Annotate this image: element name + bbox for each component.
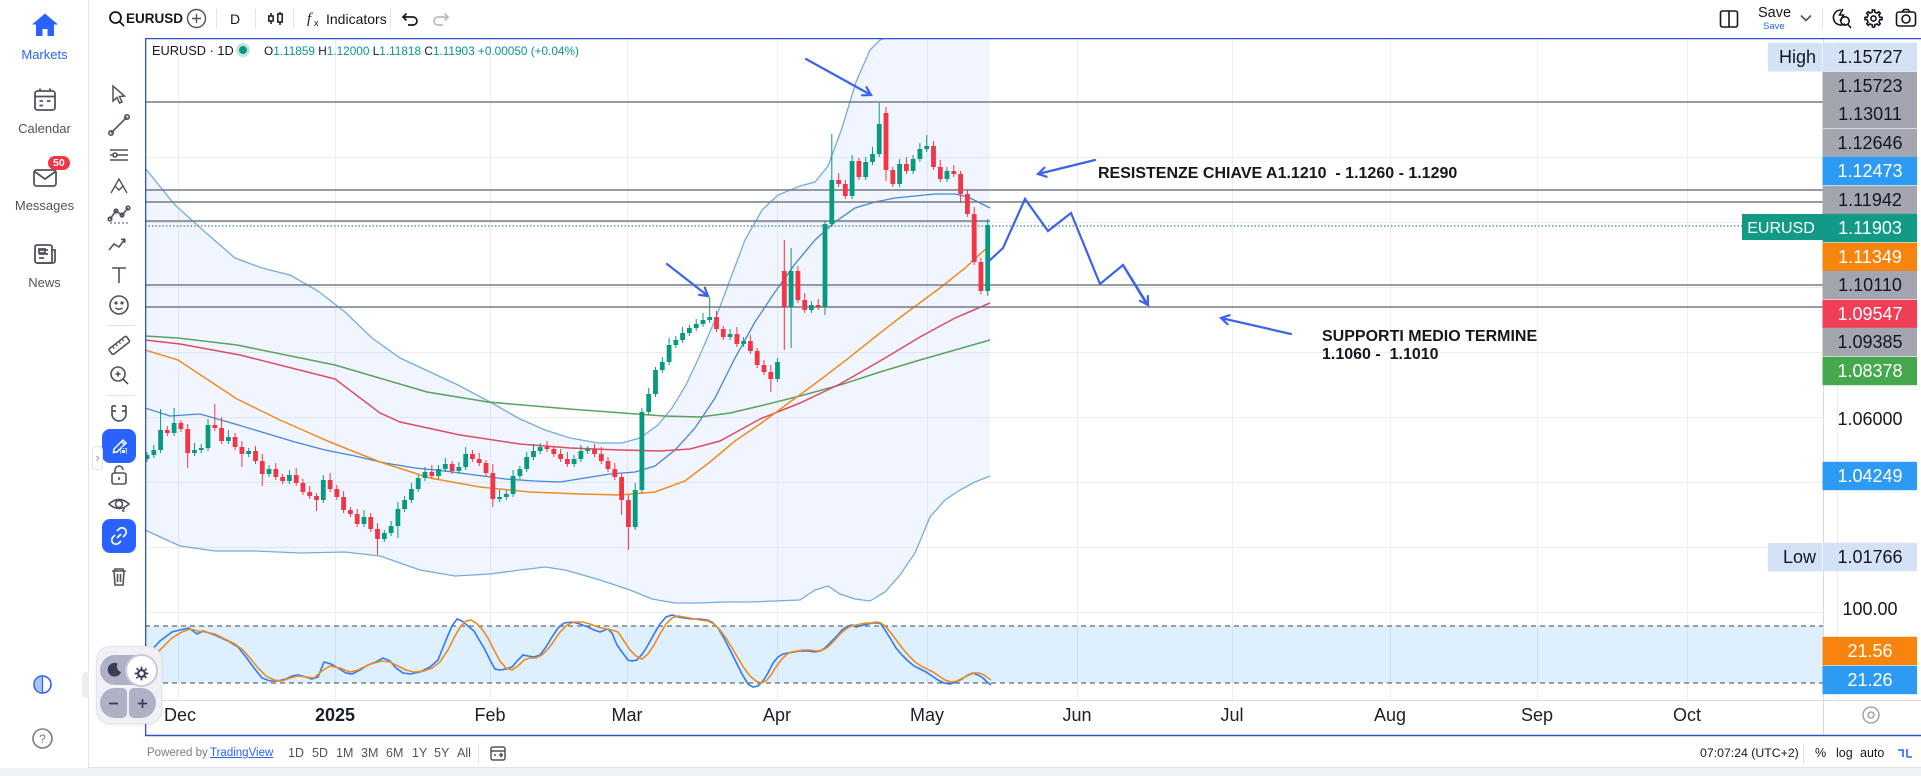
svg-text:1.11942: 1.11942 (1838, 190, 1902, 210)
svg-text:1.10110: 1.10110 (1838, 275, 1902, 295)
svg-text:1.01766: 1.01766 (1837, 547, 1902, 567)
svg-text:Sep: Sep (1521, 705, 1553, 725)
svg-text:1.15723: 1.15723 (1837, 76, 1902, 96)
svg-text:RESISTENZE CHIAVE A1.1210 - 1: RESISTENZE CHIAVE A1.1210 - 1.1260 - 1.1… (1098, 165, 1457, 182)
svg-text:1.04249: 1.04249 (1837, 466, 1902, 486)
svg-text:2025: 2025 (315, 705, 355, 725)
svg-text:Low: Low (1783, 547, 1817, 567)
svg-text:EURUSD · 1D: EURUSD · 1D (152, 43, 234, 58)
svg-text:1.08378: 1.08378 (1837, 361, 1902, 381)
svg-text:1.15727: 1.15727 (1837, 47, 1902, 67)
svg-text:Dec: Dec (164, 705, 196, 725)
svg-text:Mar: Mar (612, 705, 643, 725)
svg-text:1.06000: 1.06000 (1837, 409, 1902, 429)
svg-text:1.12646: 1.12646 (1837, 133, 1902, 153)
svg-text:EURUSD: EURUSD (1747, 220, 1815, 237)
svg-text:21.26: 21.26 (1847, 670, 1892, 690)
svg-text:O1.11859 H1.12000 L1.11818 C1.: O1.11859 H1.12000 L1.11818 C1.11903 +0.0… (264, 44, 579, 58)
svg-text:Feb: Feb (474, 705, 505, 725)
svg-text:21.56: 21.56 (1847, 641, 1892, 661)
svg-text:1.13011: 1.13011 (1838, 104, 1902, 124)
svg-text:x: x (314, 18, 319, 28)
svg-text:Oct: Oct (1673, 705, 1701, 725)
svg-text:High: High (1779, 47, 1816, 67)
svg-text:1.09385: 1.09385 (1837, 332, 1902, 352)
svg-text:Jun: Jun (1062, 705, 1091, 725)
svg-text:f: f (307, 11, 313, 27)
svg-text:Apr: Apr (763, 705, 791, 725)
svg-text:100.00: 100.00 (1842, 599, 1897, 619)
svg-text:Jul: Jul (1220, 705, 1243, 725)
svg-text:1.12473: 1.12473 (1837, 161, 1902, 181)
svg-text:1.09547: 1.09547 (1837, 304, 1902, 324)
svg-text:SUPPORTI MEDIO TERMINE: SUPPORTI MEDIO TERMINE (1322, 328, 1537, 345)
svg-text:May: May (910, 705, 944, 725)
svg-text:1.1060 - 1.1010: 1.1060 - 1.1010 (1322, 346, 1439, 363)
svg-text:1.11903: 1.11903 (1838, 218, 1902, 238)
svg-text:?: ? (39, 732, 46, 746)
svg-text:Aug: Aug (1374, 705, 1406, 725)
svg-text:1.11349: 1.11349 (1838, 247, 1902, 267)
